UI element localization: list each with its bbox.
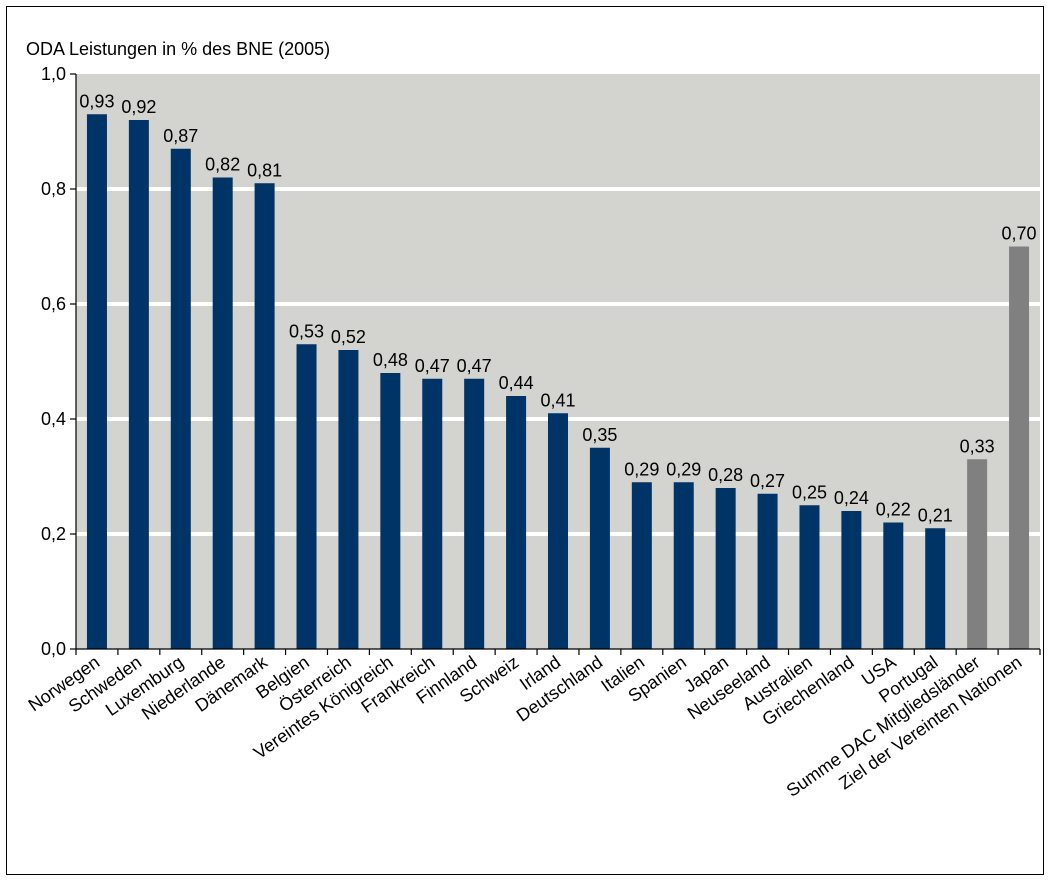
y-tick-label: 0,8 <box>41 179 66 199</box>
bar <box>296 344 317 649</box>
data-label: 0,21 <box>918 505 953 525</box>
axes <box>70 73 1041 655</box>
y-tick-label: 0,2 <box>41 524 66 544</box>
bar <box>799 505 820 649</box>
bar <box>548 413 568 649</box>
data-label: 0,35 <box>582 425 617 445</box>
bars <box>86 114 1030 649</box>
bar <box>254 183 275 649</box>
bar <box>589 447 610 649</box>
bar <box>673 482 694 649</box>
bar <box>86 114 107 649</box>
data-label: 0,41 <box>540 390 575 410</box>
data-label: 0,87 <box>163 126 198 146</box>
data-label: 0,92 <box>121 97 156 117</box>
data-label: 0,47 <box>457 356 492 376</box>
data-label: 0,53 <box>289 321 324 341</box>
bar <box>506 396 527 649</box>
bar <box>128 120 149 649</box>
data-label: 0,28 <box>708 465 743 485</box>
data-label: 0,48 <box>373 350 408 370</box>
bar <box>422 378 443 649</box>
bar <box>380 373 401 649</box>
data-label: 0,29 <box>666 459 701 479</box>
data-label: 0,22 <box>876 500 911 520</box>
data-label: 0,33 <box>960 436 995 456</box>
bar <box>464 378 485 649</box>
data-label: 0,24 <box>834 488 869 508</box>
bar <box>925 528 946 649</box>
data-label: 0,70 <box>1002 224 1037 244</box>
y-tick-label: 0,6 <box>41 294 66 314</box>
data-label: 0,52 <box>331 327 366 347</box>
data-labels: 0,93 0,92 0,87 0,82 0,81 0,53 0,52 0,48 0,47 0,47… <box>79 91 1036 525</box>
bar <box>967 459 988 649</box>
chart-title: ODA Leistungen in % des BNE (2005) <box>26 39 330 59</box>
data-label: 0,81 <box>247 160 282 180</box>
data-label: 0,25 <box>792 482 827 502</box>
y-tick-label: 0,0 <box>41 639 66 659</box>
data-label: 0,29 <box>624 459 659 479</box>
bar <box>170 148 191 649</box>
data-label: 0,47 <box>415 356 450 376</box>
data-label: 0,27 <box>750 471 785 491</box>
x-tick-labels: NorwegenSchwedenLuxemburgNiederlandeDäne… <box>25 651 1026 801</box>
bar <box>715 488 736 649</box>
bar <box>338 350 359 649</box>
bar <box>631 482 652 649</box>
y-tick-label: 1,0 <box>41 64 66 84</box>
data-label: 0,93 <box>79 91 114 111</box>
bar <box>212 177 233 649</box>
y-tick-label: 0,4 <box>41 409 66 429</box>
y-tick-labels: 0,0 0,2 0,4 0,6 0,8 1,0 <box>41 64 66 659</box>
bar <box>883 522 904 649</box>
bar <box>841 511 862 649</box>
data-label: 0,82 <box>205 155 240 175</box>
bar <box>1009 246 1030 649</box>
bar <box>757 493 778 649</box>
data-label: 0,44 <box>499 373 534 393</box>
